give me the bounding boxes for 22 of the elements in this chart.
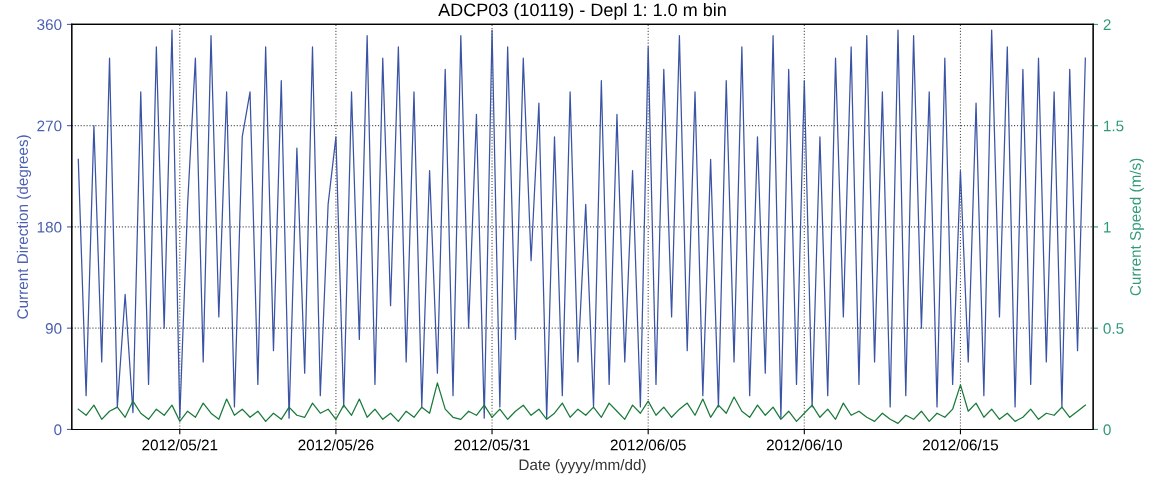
y-tick-label: 270 [37,120,62,132]
x-axis-title: Date (yyyy/mm/dd) [519,458,646,474]
y2-axis-title: Current Speed (m/s) [1129,158,1144,296]
y2-tick-label: 1.5 [1104,120,1124,132]
x-tick-label: 2012/05/26 [298,439,374,451]
x-tick-label: 2012/05/21 [142,439,218,451]
x-tick-label: 2012/06/05 [610,439,686,451]
y2-tick-label: 2 [1103,19,1111,30]
x-tick-label: 2012/06/15 [922,439,999,451]
y-axis-title: Current Direction (degrees) [16,135,32,319]
line-series [77,29,1086,419]
line-series [77,382,1086,424]
y-tick-label: 360 [37,19,62,31]
x-tick-label: 2012/05/31 [454,439,530,451]
y2-tick-label: 0.5 [1103,323,1124,334]
y2-tick-label: 1 [1104,221,1111,233]
y-tick-label: 0 [54,424,62,436]
y-tick-label: 180 [37,221,62,233]
x-tick-label: 2012/06/10 [766,439,842,451]
y-tick-label: 90 [45,323,62,334]
chart-title: ADCP03 (10119) - Depl 1: 1.0 m bin [438,2,726,20]
y2-tick-label: 0 [1103,424,1111,436]
